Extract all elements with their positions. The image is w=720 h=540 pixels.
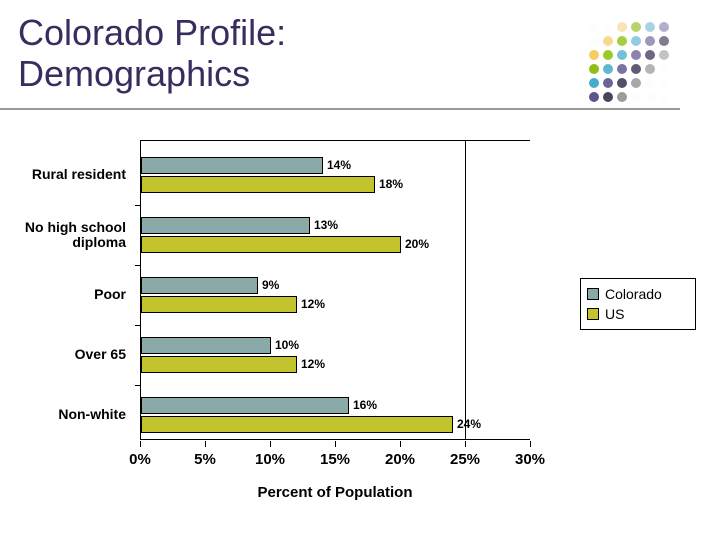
category-label: Over 65 (10, 331, 130, 379)
bar-value-colorado: 16% (350, 397, 377, 414)
dot-icon (631, 22, 641, 32)
x-tick-label: 25% (450, 451, 480, 468)
bar-colorado (141, 397, 349, 414)
dot-icon (645, 36, 655, 46)
bar-value-colorado: 9% (259, 277, 279, 294)
x-tick (530, 441, 531, 447)
dot-icon (645, 64, 655, 74)
x-tick-label: 0% (129, 451, 151, 468)
legend-item-us: US (587, 304, 689, 324)
bar-us (141, 296, 297, 313)
dot-icon (631, 92, 641, 102)
dot-icon (631, 36, 641, 46)
x-tick-label: 30% (515, 451, 545, 468)
bar-colorado (141, 337, 271, 354)
bar-colorado (141, 217, 310, 234)
legend-swatch-us (587, 308, 599, 320)
x-tick-label: 15% (320, 451, 350, 468)
title-region: Colorado Profile: Demographics (0, 0, 680, 110)
dot-icon (645, 50, 655, 60)
x-tick (270, 441, 271, 447)
x-tick-label: 5% (194, 451, 216, 468)
dot-icon (659, 50, 669, 60)
dot-icon (631, 64, 641, 74)
category-label: Non-white (10, 391, 130, 439)
dot-icon (659, 22, 669, 32)
bar-us (141, 176, 375, 193)
plot-area: 0%5%10%15%20%25%30%Rural resident14%18%N… (140, 140, 530, 440)
bar-value-us: 18% (376, 176, 403, 193)
category-group: Non-white16%24% (140, 391, 530, 439)
category-label: No high school diploma (10, 211, 130, 259)
x-axis-title: Percent of Population (140, 484, 530, 501)
category-label: Rural resident (10, 151, 130, 199)
bar-value-us: 20% (402, 236, 429, 253)
dot-icon (603, 78, 613, 88)
bar-value-us: 12% (298, 356, 325, 373)
category-group: No high school diploma13%20% (140, 211, 530, 259)
dot-icon (617, 64, 627, 74)
category-group: Rural resident14%18% (140, 151, 530, 199)
x-tick (400, 441, 401, 447)
dot-icon (617, 78, 627, 88)
bar-colorado (141, 277, 258, 294)
category-group: Poor9%12% (140, 271, 530, 319)
legend-label-us: US (605, 306, 624, 322)
dot-icon (631, 50, 641, 60)
bar-us (141, 416, 453, 433)
dot-icon (659, 64, 669, 74)
dot-icon (617, 22, 627, 32)
decorative-dot-grid (589, 22, 670, 103)
dot-icon (603, 92, 613, 102)
dot-icon (659, 92, 669, 102)
demographics-chart: 0% 5% 10% 15% 20% 25% 30% Rural resident 14% 18% N… (10, 140, 565, 520)
x-tick-label: 20% (385, 451, 415, 468)
dot-icon (603, 22, 613, 32)
dot-icon (659, 78, 669, 88)
dot-icon (617, 50, 627, 60)
minor-tick (135, 205, 140, 206)
legend-label-colorado: Colorado (605, 286, 662, 302)
page-title: Colorado Profile: Demographics (18, 12, 680, 95)
dot-icon (589, 36, 599, 46)
title-line-1: Colorado Profile: (18, 12, 286, 53)
bar-value-colorado: 13% (311, 217, 338, 234)
bar-colorado (141, 157, 323, 174)
dot-icon (603, 64, 613, 74)
x-tick-label: 10% (255, 451, 285, 468)
x-tick (335, 441, 336, 447)
category-group: Over 6510%12% (140, 331, 530, 379)
bar-value-colorado: 14% (324, 157, 351, 174)
bar-us (141, 236, 401, 253)
legend: Colorado US (580, 278, 696, 330)
title-line-2: Demographics (18, 53, 250, 94)
dot-icon (589, 50, 599, 60)
dot-icon (589, 22, 599, 32)
dot-icon (589, 78, 599, 88)
bar-us (141, 356, 297, 373)
dot-icon (603, 36, 613, 46)
bar-value-us: 12% (298, 296, 325, 313)
legend-swatch-colorado (587, 288, 599, 300)
minor-tick (135, 265, 140, 266)
x-tick (465, 441, 466, 447)
x-tick (140, 441, 141, 447)
dot-icon (631, 78, 641, 88)
bar-value-us: 24% (454, 416, 481, 433)
dot-icon (645, 92, 655, 102)
bar-value-colorado: 10% (272, 337, 299, 354)
dot-icon (617, 92, 627, 102)
legend-item-colorado: Colorado (587, 284, 689, 304)
dot-icon (645, 78, 655, 88)
category-label: Poor (10, 271, 130, 319)
dot-icon (617, 36, 627, 46)
dot-icon (659, 36, 669, 46)
minor-tick (135, 325, 140, 326)
minor-tick (135, 385, 140, 386)
dot-icon (603, 50, 613, 60)
dot-icon (589, 92, 599, 102)
dot-icon (645, 22, 655, 32)
x-tick (205, 441, 206, 447)
dot-icon (589, 64, 599, 74)
